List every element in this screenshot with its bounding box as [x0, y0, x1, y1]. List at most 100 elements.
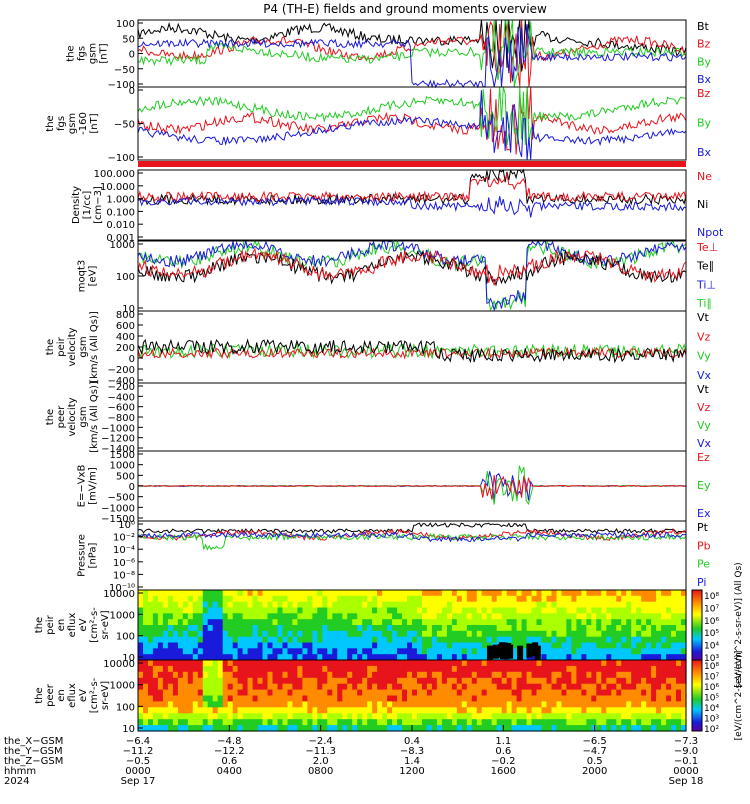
- peir-vel-ytick-label: 400: [116, 332, 135, 343]
- xaxis-value: −0.2: [491, 756, 515, 767]
- fgs-pole-legend-2: Bx: [697, 146, 712, 159]
- pressure-ylabel: [nPa]: [88, 542, 99, 568]
- xaxis-value: 0.4: [404, 736, 420, 747]
- peer-vel-legend-3: Vx: [697, 437, 712, 450]
- xaxis-value: −0.1: [674, 756, 698, 767]
- peir-vel-ytick-label: −400: [108, 376, 135, 387]
- peer-vel-ylabel: gsm: [78, 406, 89, 427]
- peir-vel-ylabel: peir: [56, 336, 67, 356]
- trace-Pe: [137, 532, 687, 551]
- peer-spec-ylabel: sr-eV]: [100, 681, 111, 710]
- temp-ytick-label: 10: [122, 304, 135, 315]
- xaxis-value: 0.6: [495, 746, 511, 757]
- density-ytick-label: 100.000: [94, 169, 135, 180]
- peer-vel-ytick-label: −600: [108, 403, 135, 414]
- trace-Npot: [137, 195, 687, 218]
- fgs-ylabel: the: [66, 45, 77, 61]
- peer-spec-ytick-label: 100: [116, 702, 135, 713]
- peer-vel-legend-0: Vt: [697, 383, 710, 396]
- pressure-ytick-label: 10⁻¹⁰: [109, 583, 135, 594]
- xaxis-row-label: the_Z−GSM: [4, 756, 63, 767]
- xaxis-value: 0400: [217, 766, 242, 777]
- peir-vel-traces: [138, 340, 687, 364]
- efield-ytick-label: 500: [116, 471, 135, 482]
- fgs-ylabel: [nT]: [99, 43, 110, 63]
- peir-spec-colorbar-tick: 10⁷: [704, 604, 719, 614]
- xaxis-value: −11.2: [123, 746, 154, 757]
- peer-spec-ylabel: the: [34, 687, 45, 703]
- fgs-pole-ylabel: -160: [78, 112, 89, 135]
- peer-vel-ylabel: peer: [56, 405, 67, 429]
- density-legend-0: Ne: [697, 170, 712, 183]
- fgs-ytick-label: −50: [114, 65, 135, 76]
- xaxis-value: 2000: [582, 766, 607, 777]
- density-ytick-label: 10.000: [100, 182, 135, 193]
- fgs-ytick-label: 100: [116, 19, 135, 30]
- peir-spec-ylabel: [cm²-s-: [89, 607, 100, 643]
- fgs-pole-ylabel: gsm: [67, 113, 78, 134]
- pressure-legend-1: Pb: [697, 539, 711, 552]
- trace-Te-perp: [137, 247, 687, 286]
- xaxis-value: −6.4: [126, 736, 150, 747]
- peer-spec-colorbar-tick: 10⁸: [704, 662, 719, 672]
- peir-vel-ytick-label: −200: [108, 365, 135, 376]
- peir-spec-ylabel: eflux: [67, 613, 78, 638]
- peir-spec-ylabel: the: [34, 617, 45, 633]
- efield-ylabel: [mV/m]: [88, 467, 99, 505]
- peer-spec-colorbar-tick: 10²: [704, 725, 719, 735]
- fgs-ylabel: fgs: [77, 46, 88, 61]
- peer-spec-ylabel: en: [56, 689, 67, 702]
- fgs-pole-ytick-label: 0: [129, 86, 135, 97]
- xaxis-value: −12.2: [214, 746, 245, 757]
- xaxis-value: −0.5: [126, 756, 150, 767]
- peer-spec-ylabel: peer: [45, 683, 56, 707]
- temp-ylabel: [eV]: [88, 266, 99, 287]
- trace-Te-par: [137, 249, 687, 287]
- xaxis-value: −6.5: [583, 736, 607, 747]
- density-ytick-label: 0.010: [106, 220, 135, 231]
- peir-spec-colorbar-label: [eV/(cm^2-s-sr-eV)] (All Qs): [734, 562, 744, 687]
- panel-peer-spec: 10000 1000 100 10 the peer en eflux eV [cm²-s-sr-…: [34, 651, 744, 741]
- trace-Ti-perp: [137, 239, 687, 312]
- pressure-ytick-label: 10⁻²: [113, 533, 135, 544]
- panel-peir-spec: 10000 1000 100 10 the peir en eflux eV [cm²-s-sr-…: [34, 562, 744, 687]
- peer-spec-colorbar-scale: [691, 659, 703, 732]
- xaxis-value: −2.4: [309, 736, 333, 747]
- fgs-legend-2: By: [697, 55, 712, 68]
- trace-Pt: [137, 522, 687, 535]
- efield-ytick-label: −1000: [101, 503, 135, 514]
- peer-vel-frame: [137, 382, 687, 452]
- density-ylabel: [1/cc]: [82, 191, 93, 220]
- peer-spec-spectrogram: [138, 660, 687, 732]
- peir-spec-ylabel: peir: [45, 614, 56, 634]
- fgs-traces: [137, 19, 687, 89]
- peir-vel-legend-3: Vx: [697, 369, 712, 382]
- xaxis-value: −7.3: [674, 736, 698, 747]
- peer-spec-colorbar-tick: 10⁵: [704, 694, 719, 704]
- panel-fgs-pole: 0 −50 −100 the fgs gsm -160 [nT] Bz By Bx: [45, 86, 712, 164]
- pressure-ytick-label: 10⁻⁸: [113, 570, 135, 581]
- density-traces: [137, 168, 687, 218]
- peir-spec-ytick-label: 10000: [103, 589, 135, 600]
- fgs-legend-0: Bt: [697, 20, 710, 33]
- peer-spec-colorbar-tick: 10⁷: [704, 673, 719, 683]
- peer-spec-colorbar-tick: 10⁴: [704, 704, 719, 714]
- xaxis-value: Sep 17: [121, 776, 156, 787]
- pressure-legend-2: Pe: [697, 558, 710, 571]
- fgs-pole-ytick-label: −100: [108, 153, 135, 164]
- peir-vel-ylabel: [km/s (All Qs)]: [89, 311, 100, 383]
- xaxis-value: 0.6: [221, 756, 237, 767]
- peer-vel-legend-2: Vy: [697, 419, 711, 432]
- temp-legend-3: Ti∥: [696, 297, 712, 310]
- panel-pressure: 10⁰ 10⁻²10⁻⁴ 10⁻⁶10⁻⁸ 10⁻¹⁰ Pressure [nPa] Pt P…: [77, 520, 711, 594]
- temp-legend-1: Te∥: [696, 260, 714, 273]
- pressure-ytick-label: 10⁰: [118, 520, 135, 531]
- efield-ytick-label: −1500: [101, 514, 135, 525]
- fgs-pole-legend-0: Bz: [697, 87, 711, 100]
- xaxis-row-label: the_Y−GSM: [4, 746, 63, 757]
- xaxis-value: 0.5: [587, 756, 603, 767]
- panel-density: 100.000 10.000 1.0000.100 0.010 0.001 Density…: [71, 168, 724, 244]
